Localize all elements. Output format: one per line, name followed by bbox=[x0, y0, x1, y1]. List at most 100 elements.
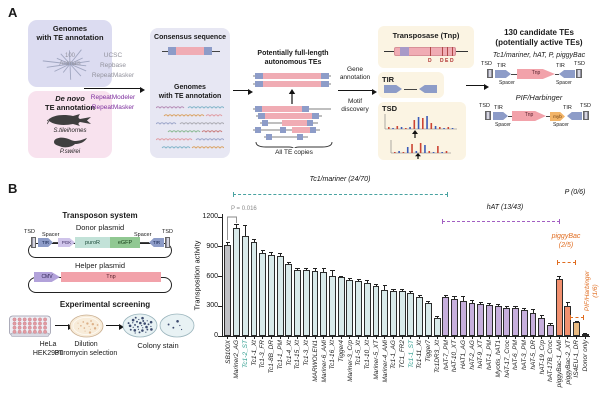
error-bar bbox=[288, 261, 290, 264]
error-bar bbox=[462, 296, 464, 301]
x-tick bbox=[558, 336, 560, 339]
x-tick bbox=[445, 336, 447, 339]
error-cap bbox=[530, 309, 536, 311]
error-bar bbox=[523, 307, 525, 310]
bar-Tc1-1_AG bbox=[390, 290, 397, 336]
bar-Tigger4 bbox=[337, 277, 345, 336]
error-bar bbox=[393, 288, 394, 291]
error-cap bbox=[269, 252, 274, 254]
x-tick-label: Donor only bbox=[582, 339, 590, 371]
denovo-box: De novo TE annotation S.tileihornes P.sw… bbox=[28, 91, 112, 158]
x-tick bbox=[297, 336, 298, 339]
te-copies-stack bbox=[253, 73, 333, 148]
flow-arrow-3 bbox=[338, 88, 377, 95]
puror-gene: puroR bbox=[75, 237, 110, 248]
group-label-piggybac: piggyBac (2/5) bbox=[551, 233, 581, 249]
error-bar bbox=[532, 309, 534, 313]
error-bar bbox=[323, 267, 325, 272]
error-bar bbox=[270, 252, 272, 255]
phylogeny-tree-icon bbox=[42, 49, 90, 80]
x-tick bbox=[305, 336, 307, 339]
tsd-box: TSD bbox=[378, 102, 466, 160]
x-tick bbox=[410, 336, 412, 339]
group-span-line-hAT bbox=[441, 221, 561, 222]
panel-a-label: A bbox=[8, 5, 18, 20]
x-tick-label: TC1_FR2 bbox=[399, 339, 406, 368]
x-tick bbox=[288, 336, 290, 339]
error-cap bbox=[574, 320, 579, 322]
full-length-title-2: autonomous TEs bbox=[264, 59, 322, 66]
group-span-line-piggyBac bbox=[557, 262, 576, 263]
x-tick-label: hAT-3_PM bbox=[521, 339, 529, 370]
x-tick bbox=[532, 336, 534, 339]
x-tick bbox=[384, 336, 386, 339]
candidates-title-1: 130 candidate TEs bbox=[504, 28, 574, 37]
tsd-block bbox=[487, 69, 493, 78]
spacer-label: Spacer bbox=[134, 232, 152, 238]
error-cap bbox=[225, 241, 230, 243]
x-tick-label: hAT-6_PM bbox=[512, 339, 520, 370]
error-cap bbox=[391, 288, 396, 290]
error-bar bbox=[340, 275, 342, 278]
gene-annotation-1: Gene bbox=[347, 66, 363, 73]
error-bar bbox=[410, 291, 412, 294]
error-bar bbox=[253, 239, 255, 242]
error-cap bbox=[487, 303, 492, 305]
tsd-label: TSD bbox=[162, 229, 173, 235]
bar-Tc1-3_Xt bbox=[302, 270, 310, 336]
tsd-label: TSD bbox=[24, 229, 35, 235]
tsd-label: TSD bbox=[479, 103, 490, 109]
candidates-group1-label: Tc1/mariner, hAT, P, piggyBac bbox=[492, 52, 586, 59]
fish-icon bbox=[47, 114, 91, 126]
candidates-group2-label: PIF/Harbinger bbox=[515, 93, 563, 102]
bar-piggyBac-2_XT bbox=[564, 306, 572, 336]
error-bar bbox=[384, 284, 386, 290]
denovo-title-1: De novo bbox=[55, 94, 85, 103]
group-span-tick bbox=[233, 192, 235, 197]
spacer-line bbox=[511, 73, 517, 75]
helper-plasmid-title: Helper plasmid bbox=[74, 261, 126, 270]
error-bar bbox=[488, 303, 490, 306]
bar-piggyBac-1_AMi bbox=[555, 278, 563, 336]
error-bar bbox=[445, 294, 447, 298]
brace-label: All TE copies bbox=[275, 149, 313, 156]
x-tick-label: Tigger7 bbox=[425, 339, 433, 362]
group-label-pif-harbinger: PIF/Harbinger (1/6) bbox=[584, 270, 599, 312]
x-tick bbox=[436, 336, 438, 339]
bar-hAT-6_PM bbox=[512, 308, 519, 336]
colony-dish-dense-icon bbox=[122, 313, 158, 338]
cells-label-1: HeLa bbox=[39, 341, 57, 348]
group-span-tick bbox=[574, 260, 576, 265]
tir-element: TIR bbox=[38, 238, 53, 247]
consensus-subtitle-1: Genomes bbox=[174, 84, 206, 91]
panel-b-label: B bbox=[8, 181, 18, 196]
error-bar bbox=[480, 302, 482, 305]
residue-d2: D bbox=[440, 58, 444, 64]
bar-hAT-17B_Croc bbox=[546, 325, 554, 336]
bar-Donor only bbox=[581, 333, 589, 336]
pgk-promoter: PGK bbox=[58, 238, 75, 247]
myb-element: myb bbox=[550, 112, 565, 121]
group-span-line-Tc1/mariner bbox=[233, 194, 448, 195]
group-span-tick bbox=[582, 315, 584, 320]
spacer-label: Spacer bbox=[556, 80, 572, 86]
spacer-line bbox=[53, 242, 58, 243]
x-tick-label: Tc1DR3_Xt bbox=[433, 339, 441, 373]
bar-hAT-3_PM bbox=[520, 309, 528, 336]
error-bar bbox=[419, 294, 421, 298]
x-tick bbox=[375, 336, 377, 339]
x-tick-label: HAT1_AG bbox=[460, 339, 468, 369]
spacer-label: Spacer bbox=[42, 232, 60, 238]
bar-hAT-5_DR bbox=[529, 312, 537, 336]
genomes-box-title-2: with TE annotation bbox=[36, 33, 104, 42]
error-cap bbox=[469, 300, 475, 302]
x-tick-label: hAT-1_PM bbox=[486, 339, 494, 370]
x-tick-label: Tc1-16_Xt bbox=[329, 339, 337, 369]
te-line bbox=[162, 50, 170, 52]
sequence-logo-2 bbox=[390, 140, 451, 154]
error-cap bbox=[356, 279, 361, 281]
x-tick bbox=[358, 336, 360, 339]
motif-discovery-2: discovery bbox=[341, 106, 369, 113]
x-tick-label: Tc1-1_AG bbox=[390, 339, 398, 369]
te-body bbox=[176, 47, 204, 55]
